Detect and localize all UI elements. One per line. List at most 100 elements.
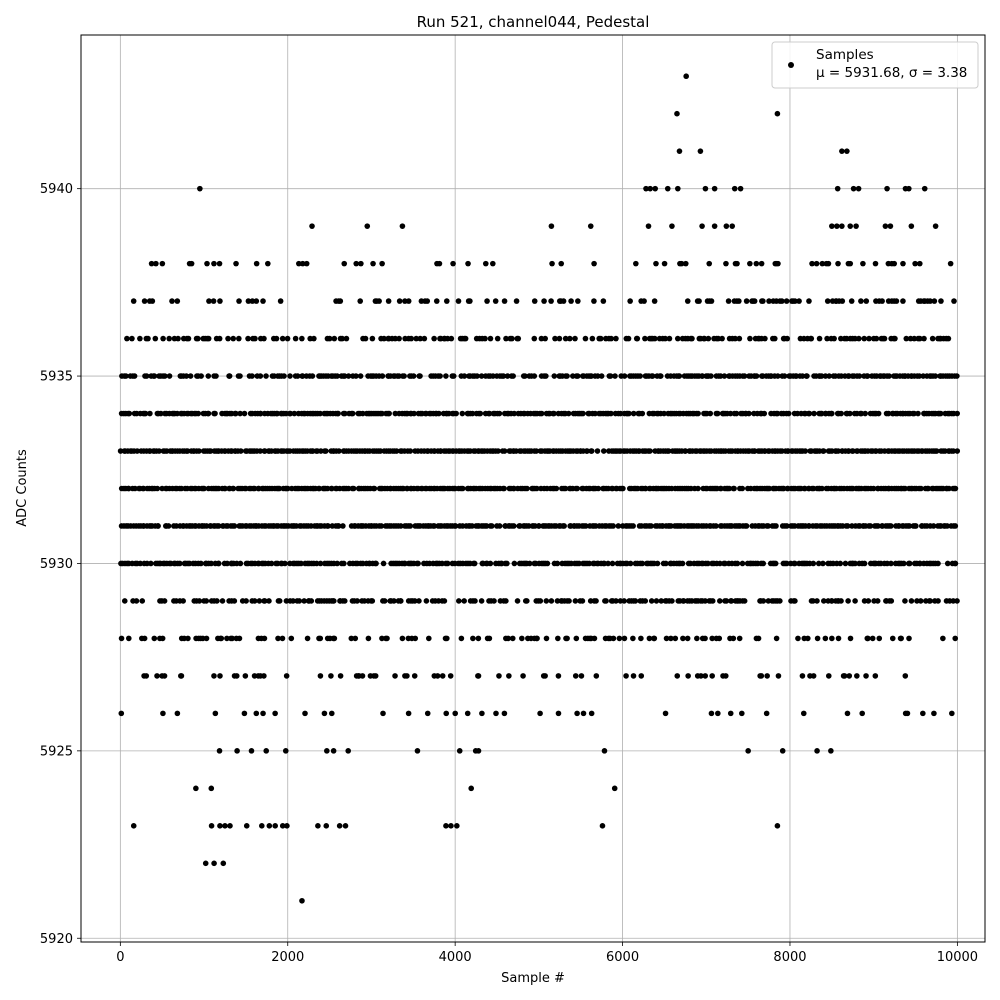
data-point bbox=[824, 335, 830, 342]
data-point bbox=[929, 335, 936, 342]
data-point bbox=[241, 410, 248, 417]
data-point bbox=[875, 410, 882, 417]
data-point bbox=[647, 448, 653, 454]
data-point bbox=[621, 373, 628, 379]
data-point bbox=[202, 860, 209, 867]
data-point bbox=[316, 485, 323, 492]
data-point bbox=[664, 185, 671, 192]
data-point bbox=[160, 335, 166, 342]
data-point bbox=[343, 335, 350, 342]
data-point bbox=[137, 560, 144, 567]
data-point bbox=[825, 260, 832, 267]
data-point bbox=[237, 560, 244, 567]
data-point bbox=[810, 598, 816, 604]
data-point bbox=[304, 635, 311, 642]
data-point bbox=[487, 335, 494, 342]
data-point bbox=[369, 598, 376, 604]
data-point bbox=[665, 448, 672, 454]
data-point bbox=[142, 410, 149, 417]
data-point bbox=[148, 560, 154, 567]
data-point bbox=[149, 298, 156, 304]
data-point bbox=[736, 298, 742, 304]
data-point bbox=[653, 260, 659, 267]
data-point bbox=[373, 560, 379, 567]
data-point bbox=[334, 560, 341, 567]
data-point bbox=[324, 748, 330, 754]
data-point bbox=[193, 785, 199, 792]
data-point bbox=[452, 523, 459, 529]
data-point bbox=[574, 710, 580, 717]
data-point bbox=[683, 73, 689, 80]
data-point bbox=[921, 185, 928, 192]
data-point bbox=[478, 598, 485, 604]
data-point bbox=[511, 410, 518, 417]
data-point bbox=[204, 260, 210, 267]
data-point bbox=[588, 448, 595, 454]
data-point bbox=[277, 298, 284, 304]
data-point bbox=[835, 635, 842, 642]
data-point bbox=[509, 635, 516, 642]
data-point bbox=[379, 410, 385, 417]
data-point bbox=[874, 598, 881, 604]
data-point bbox=[697, 148, 704, 154]
data-point bbox=[273, 335, 280, 342]
data-point bbox=[822, 635, 829, 642]
data-point bbox=[889, 635, 896, 642]
data-point bbox=[492, 298, 499, 304]
data-point bbox=[842, 560, 849, 567]
data-point bbox=[707, 410, 714, 417]
data-point bbox=[642, 335, 648, 342]
data-point bbox=[611, 785, 618, 792]
data-point bbox=[806, 298, 812, 304]
data-point bbox=[503, 598, 509, 604]
data-point bbox=[165, 523, 172, 529]
data-point bbox=[230, 485, 237, 492]
data-point bbox=[753, 260, 760, 267]
data-point bbox=[237, 373, 243, 379]
data-point bbox=[511, 560, 518, 567]
data-point bbox=[216, 260, 223, 267]
data-point bbox=[593, 673, 600, 679]
data-point bbox=[661, 410, 667, 417]
data-point bbox=[169, 298, 175, 304]
data-point bbox=[467, 298, 473, 304]
data-point bbox=[393, 448, 400, 454]
data-point bbox=[888, 523, 894, 529]
data-point bbox=[292, 335, 299, 342]
data-point bbox=[902, 598, 908, 604]
data-point bbox=[412, 598, 418, 604]
data-point bbox=[275, 635, 281, 642]
data-point bbox=[555, 673, 562, 679]
data-point bbox=[490, 260, 496, 267]
data-point bbox=[858, 298, 864, 304]
data-point bbox=[377, 448, 384, 454]
data-point bbox=[141, 635, 148, 642]
plot-frame bbox=[80, 34, 986, 943]
data-point bbox=[931, 710, 937, 717]
data-point bbox=[723, 598, 730, 604]
data-point bbox=[208, 823, 215, 829]
data-point bbox=[290, 598, 296, 604]
data-point bbox=[443, 373, 449, 379]
data-point bbox=[680, 635, 686, 642]
data-point bbox=[620, 485, 626, 492]
data-point bbox=[715, 710, 721, 717]
data-point bbox=[257, 410, 264, 417]
data-point bbox=[808, 335, 815, 342]
data-point bbox=[829, 598, 835, 604]
data-point bbox=[501, 710, 508, 717]
data-point bbox=[323, 823, 330, 829]
data-point bbox=[353, 373, 359, 379]
data-point bbox=[873, 335, 880, 342]
data-point bbox=[236, 298, 242, 304]
data-point bbox=[575, 298, 581, 304]
data-point bbox=[443, 823, 449, 829]
data-point bbox=[844, 710, 851, 717]
data-point bbox=[245, 335, 251, 342]
data-point bbox=[591, 298, 597, 304]
data-point bbox=[272, 823, 278, 829]
data-point bbox=[551, 410, 557, 417]
data-point bbox=[282, 748, 289, 754]
data-point bbox=[572, 673, 579, 679]
data-point bbox=[920, 710, 926, 717]
